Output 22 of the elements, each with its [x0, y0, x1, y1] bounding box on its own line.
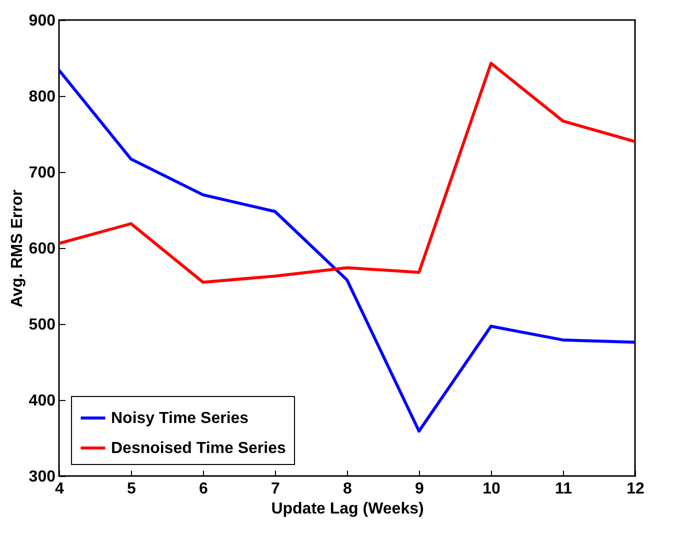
line-series	[59, 62, 635, 284]
y-axis-title: Avg. RMS Error	[8, 190, 26, 308]
legend-label: Noisy Time Series	[111, 410, 249, 427]
x-tick-label: 6	[199, 480, 208, 498]
x-tick-label: 9	[415, 480, 424, 498]
y-tick-label: 500	[28, 316, 56, 334]
x-tick-label: 12	[626, 480, 644, 498]
x-axis-title: Update Lag (Weeks)	[271, 500, 424, 518]
x-tick-label: 11	[555, 480, 572, 498]
y-tick-label: 300	[28, 468, 56, 486]
y-tick-label: 700	[28, 164, 56, 182]
y-tick-label: 800	[28, 88, 56, 106]
x-tick-label: 4	[55, 480, 64, 498]
x-tick-label: 5	[127, 480, 136, 498]
y-tick-label: 600	[28, 240, 56, 258]
x-tick-label: 8	[343, 480, 352, 498]
y-tick-label: 400	[28, 392, 56, 410]
legend-label: Desnoised Time Series	[111, 440, 286, 457]
x-tick-label: 7	[271, 480, 280, 498]
x-tick-label: 10	[482, 480, 500, 498]
line-series	[59, 68, 635, 433]
y-tick-label: 900	[28, 12, 56, 30]
